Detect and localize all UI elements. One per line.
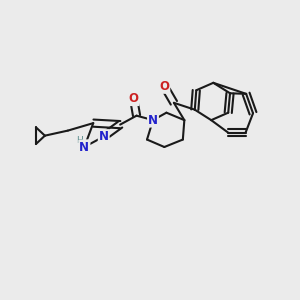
Text: N: N	[79, 140, 89, 154]
Text: O: O	[129, 92, 139, 105]
Text: N: N	[99, 130, 109, 143]
Text: H: H	[76, 136, 83, 145]
Text: N: N	[148, 114, 158, 127]
Text: O: O	[159, 80, 169, 93]
Text: N: N	[79, 140, 89, 154]
